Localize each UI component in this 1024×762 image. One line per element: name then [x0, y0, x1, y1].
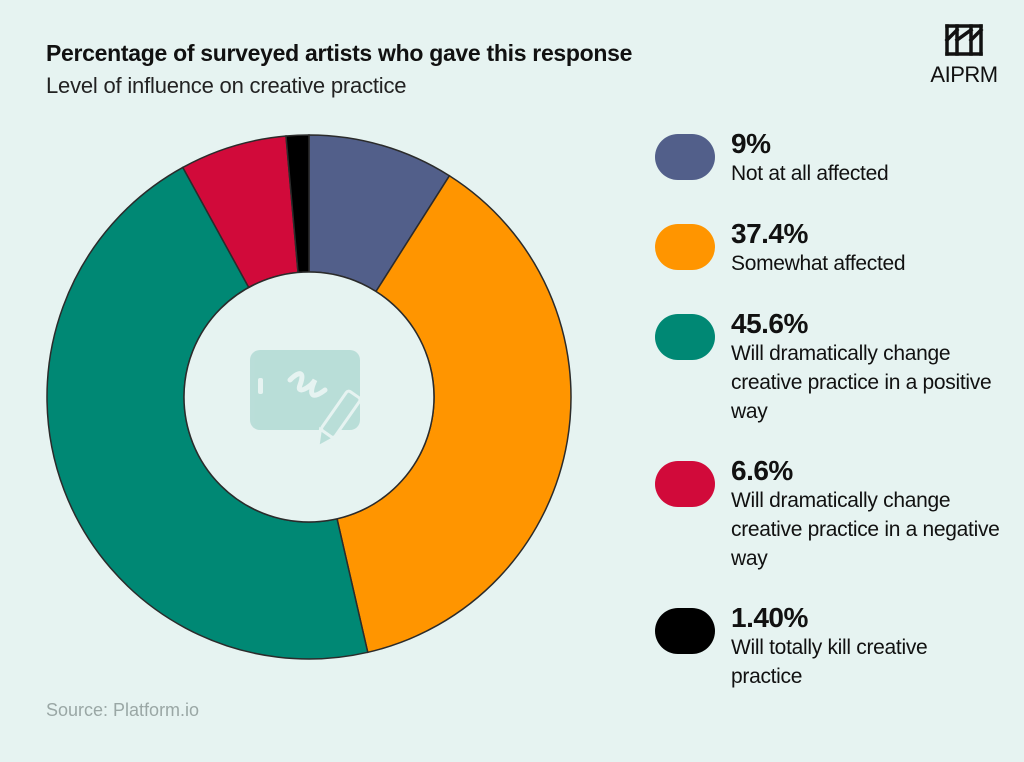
- legend-value: 9%: [731, 128, 771, 159]
- drawing-tablet-pen-icon: [250, 350, 362, 450]
- legend-label: Will totally kill creative practice: [731, 636, 928, 688]
- legend-label: Not at all affected: [731, 162, 889, 185]
- legend-label: Somewhat affected: [731, 252, 906, 275]
- legend-swatch: [655, 134, 715, 180]
- donut-chart: [46, 134, 572, 660]
- legend-swatch: [655, 314, 715, 360]
- legend-label: Will dramatically change creative practi…: [731, 489, 1000, 570]
- source-note: Source: Platform.io: [46, 700, 200, 720]
- donut-slices: [46, 134, 572, 660]
- legend-swatch: [655, 461, 715, 507]
- chart-title: Percentage of surveyed artists who gave …: [46, 40, 633, 66]
- chart-subtitle: Level of influence on creative practice: [46, 73, 407, 98]
- aiprm-logo-icon: [944, 24, 984, 56]
- legend-value: 1.40%: [731, 602, 808, 633]
- brand-logo: AIPRM: [924, 22, 1004, 88]
- legend-value: 37.4%: [731, 218, 808, 249]
- legend-swatch: [655, 608, 715, 654]
- legend-swatch: [655, 224, 715, 270]
- logo-text: AIPRM: [930, 62, 998, 87]
- legend-value: 45.6%: [731, 308, 808, 339]
- legend-label: Will dramatically change creative practi…: [731, 342, 992, 423]
- legend-value: 6.6%: [731, 455, 793, 486]
